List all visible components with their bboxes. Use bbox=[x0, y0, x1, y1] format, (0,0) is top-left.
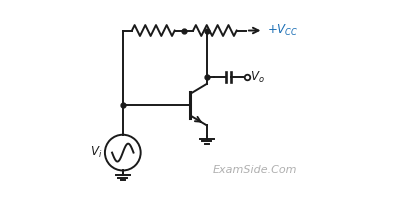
Text: $V_i$: $V_i$ bbox=[90, 145, 103, 160]
Text: $V_o$: $V_o$ bbox=[250, 70, 265, 85]
Text: $+V_{CC}$: $+V_{CC}$ bbox=[267, 23, 298, 38]
Text: ExamSide.Com: ExamSide.Com bbox=[212, 165, 297, 175]
